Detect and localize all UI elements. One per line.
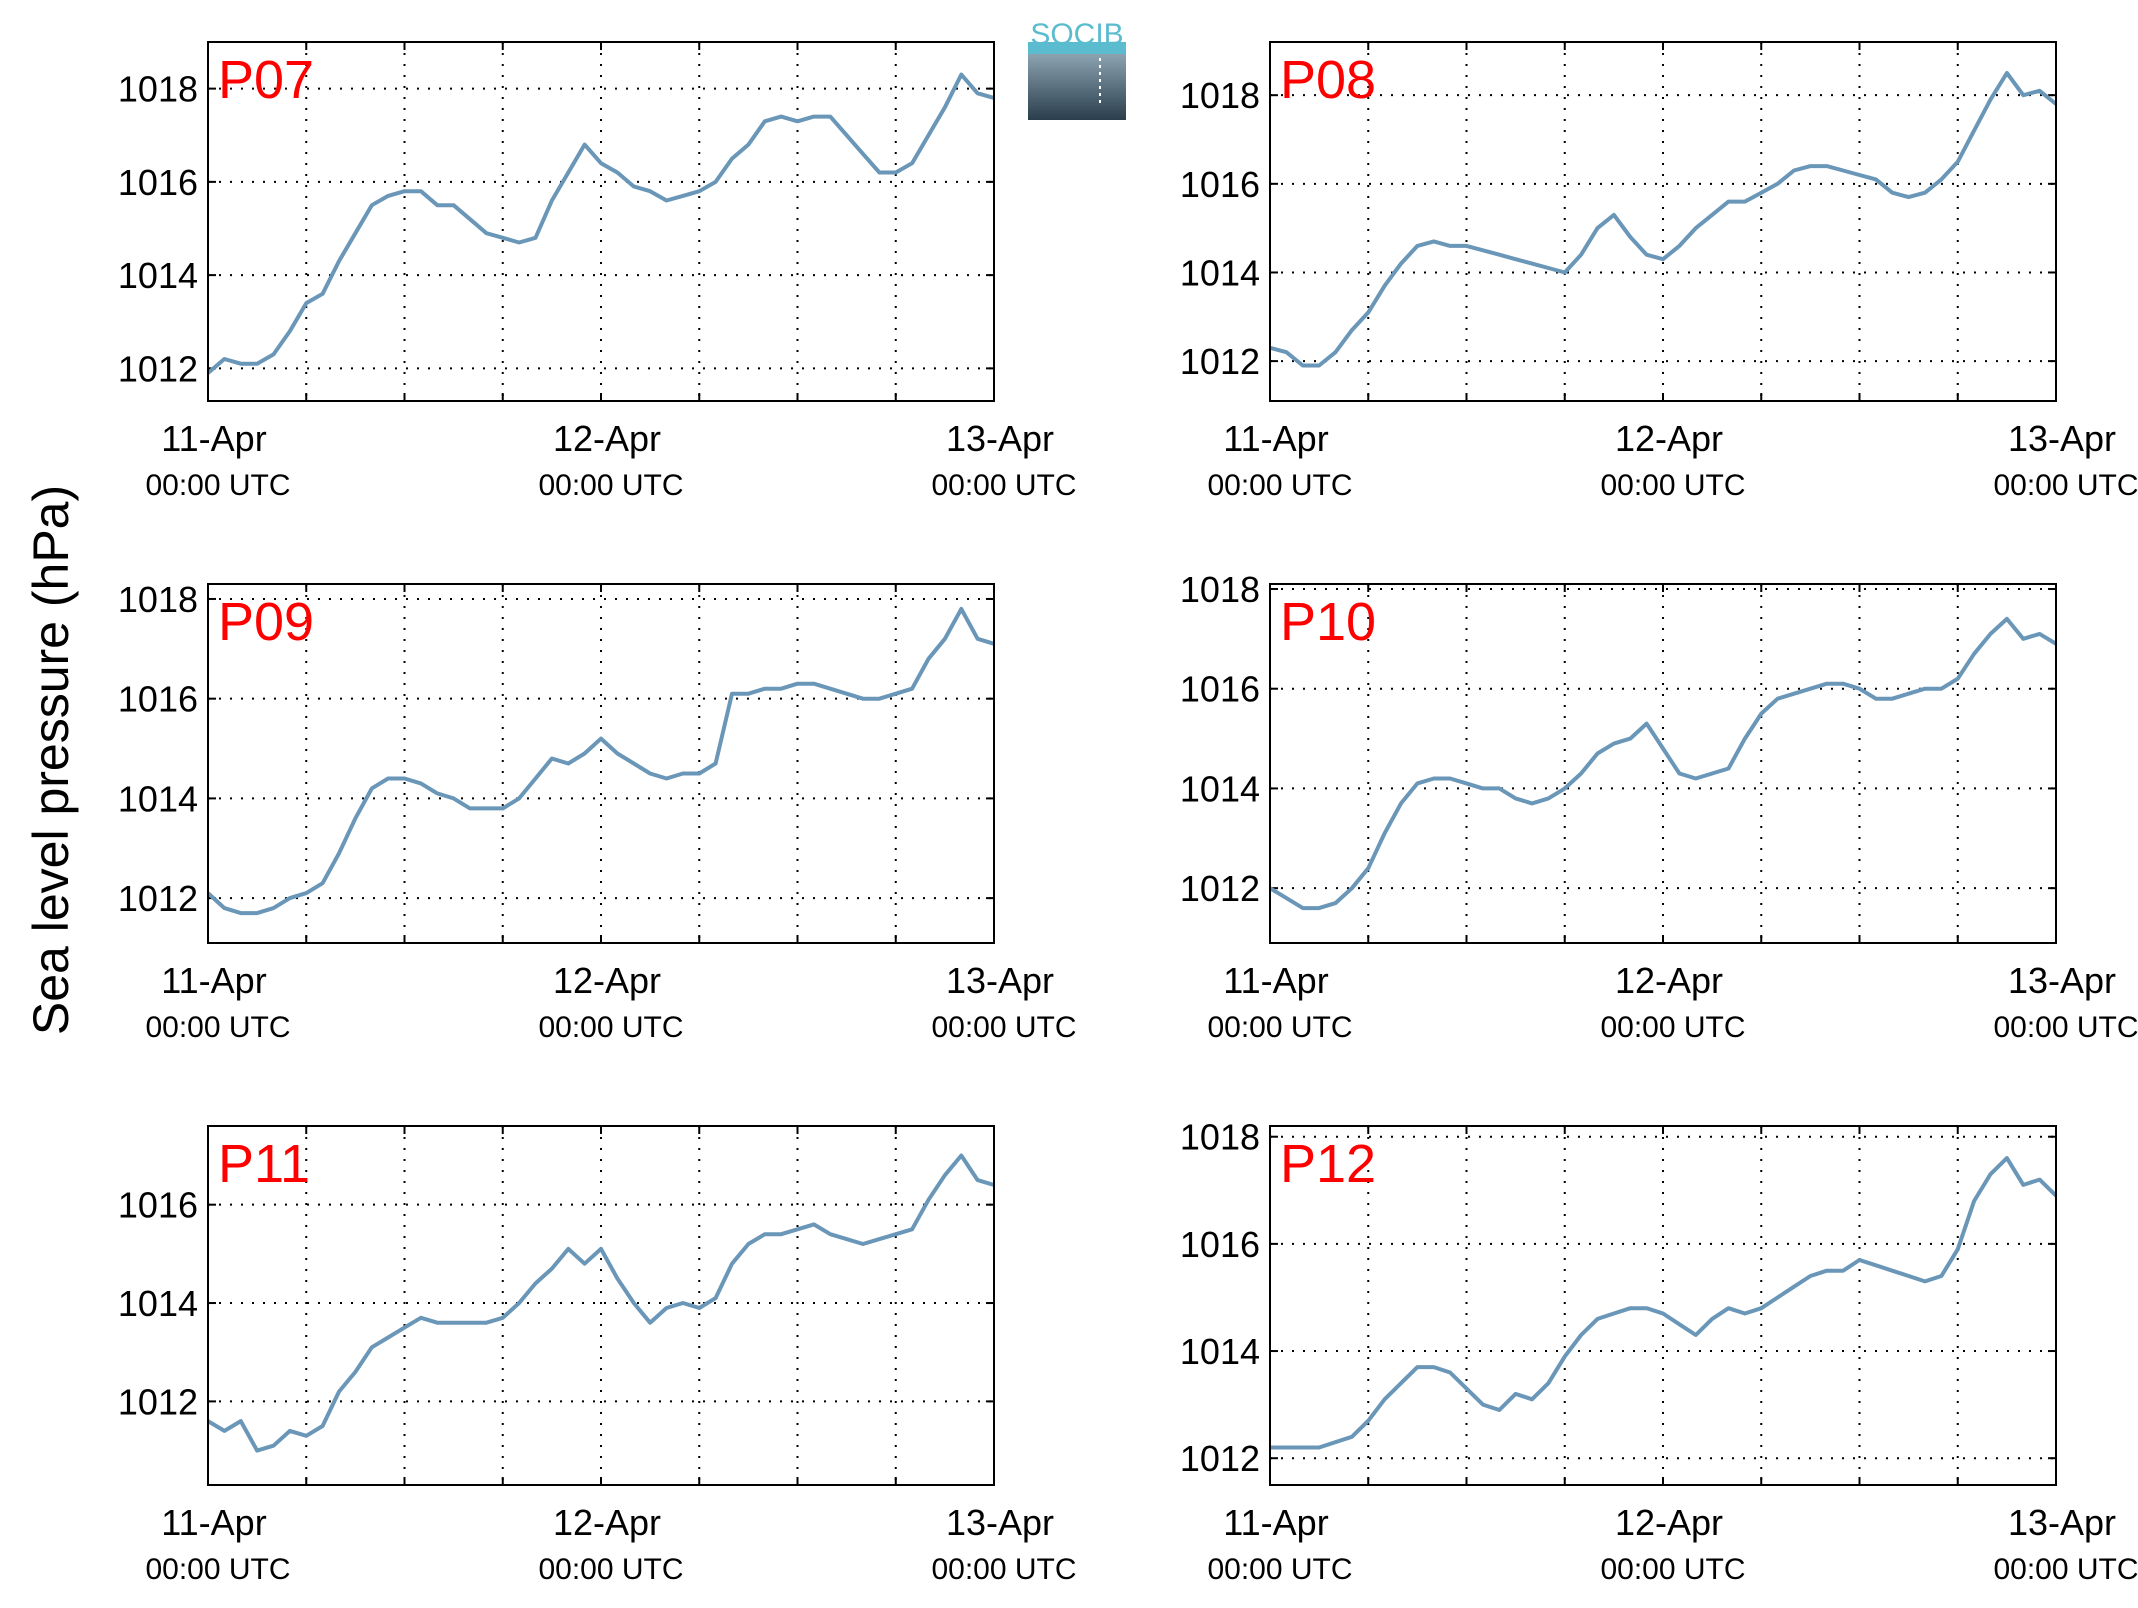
x-tick-sublabel: 00:00 UTC <box>538 469 683 502</box>
y-tick-label: 1016 <box>1180 1224 1260 1265</box>
y-tick-label: 1012 <box>118 878 198 919</box>
y-tick-label: 1012 <box>1180 868 1260 909</box>
chart-panel-p07: 1012 1014 1016 1018 11-Apr 00:00 UTC 12-Apr 00:… <box>118 41 1077 502</box>
panel-title: P10 <box>1280 592 1376 652</box>
y-tick-label: 1012 <box>1180 1438 1260 1479</box>
y-tick-label: 1018 <box>1180 1117 1260 1158</box>
x-tick-sublabel: 00:00 UTC <box>1207 469 1352 502</box>
x-tick-label: 12-Apr <box>1615 1502 1723 1543</box>
y-tick-label: 1014 <box>1180 252 1260 293</box>
y-tick-label: 1018 <box>118 579 198 620</box>
x-tick-sublabel: 00:00 UTC <box>145 469 290 502</box>
x-tick-sublabel: 00:00 UTC <box>538 1553 683 1586</box>
axes-frame <box>207 1125 995 1486</box>
x-tick-sublabel: 00:00 UTC <box>931 1011 1076 1044</box>
x-tick-label: 12-Apr <box>1615 960 1723 1001</box>
y-tick-label: 1012 <box>1180 341 1260 382</box>
series-line <box>206 1153 995 1453</box>
figure-ylabel: Sea level pressure (hPa) <box>23 485 79 1035</box>
y-tick-label: 1014 <box>1180 1331 1260 1372</box>
x-tick-label: 13-Apr <box>2008 960 2116 1001</box>
series-line <box>1270 1156 2058 1450</box>
chart-panel-p12: 1012 1014 1016 1018 11-Apr 00:00 UTC 12-Apr 00:… <box>1180 1117 2138 1586</box>
panel-title: P12 <box>1280 1134 1376 1194</box>
y-tick-label: 1014 <box>118 255 198 296</box>
x-tick-sublabel: 00:00 UTC <box>538 1011 683 1044</box>
x-tick-label: 13-Apr <box>2008 418 2116 459</box>
axes-frame <box>207 583 995 944</box>
panel-title: P07 <box>218 50 314 110</box>
x-tick-label: 12-Apr <box>553 418 661 459</box>
series-line <box>1269 71 2058 368</box>
x-tick-sublabel: 00:00 UTC <box>1993 1553 2138 1586</box>
x-tick-sublabel: 00:00 UTC <box>1207 1553 1352 1586</box>
axes-frame <box>1269 583 2057 944</box>
x-tick-label: 11-Apr <box>1223 1502 1328 1543</box>
x-tick-label: 12-Apr <box>553 1502 661 1543</box>
y-tick-label: 1016 <box>1180 669 1260 710</box>
axes-frame <box>1269 1125 2057 1486</box>
x-tick-sublabel: 00:00 UTC <box>1600 469 1745 502</box>
y-tick-label: 1016 <box>118 162 198 203</box>
y-tick-label: 1016 <box>1180 164 1260 205</box>
x-tick-sublabel: 00:00 UTC <box>1600 1553 1745 1586</box>
y-tick-label: 1018 <box>1180 569 1260 610</box>
x-tick-label: 11-Apr <box>161 960 266 1001</box>
axes-frame <box>1269 41 2057 402</box>
logo-text: SOCIB <box>1030 18 1123 51</box>
y-tick-label: 1014 <box>118 1283 198 1324</box>
y-tick-label: 1016 <box>118 679 198 720</box>
series-line <box>206 606 995 916</box>
x-tick-sublabel: 00:00 UTC <box>1600 1011 1745 1044</box>
chart-panel-p10: 1012 1014 1016 1018 11-Apr 00:00 UTC 12-Apr 00:… <box>1180 569 2138 1044</box>
y-tick-label: 1018 <box>118 69 198 110</box>
x-tick-label: 11-Apr <box>1223 418 1328 459</box>
x-tick-label: 11-Apr <box>1223 960 1328 1001</box>
panel-title: P08 <box>1280 50 1376 110</box>
axes-frame <box>207 41 995 402</box>
x-tick-label: 11-Apr <box>161 418 266 459</box>
x-tick-label: 13-Apr <box>946 960 1054 1001</box>
x-tick-label: 13-Apr <box>2008 1502 2116 1543</box>
x-tick-label: 13-Apr <box>946 418 1054 459</box>
x-tick-sublabel: 00:00 UTC <box>145 1553 290 1586</box>
y-tick-label: 1012 <box>118 348 198 389</box>
series-line <box>206 72 995 375</box>
y-tick-label: 1014 <box>118 778 198 819</box>
x-tick-sublabel: 00:00 UTC <box>931 469 1076 502</box>
y-tick-label: 1012 <box>118 1381 198 1422</box>
x-tick-sublabel: 00:00 UTC <box>1207 1011 1352 1044</box>
socib-logo: SOCIB <box>1028 18 1126 120</box>
chart-panel-p08: 1012 1014 1016 1018 11-Apr 00:00 UTC 12-Apr 00:… <box>1180 41 2138 502</box>
x-tick-sublabel: 00:00 UTC <box>145 1011 290 1044</box>
y-tick-label: 1016 <box>118 1185 198 1226</box>
series-line <box>1268 616 2058 911</box>
y-tick-label: 1014 <box>1180 768 1260 809</box>
x-tick-label: 13-Apr <box>946 1502 1054 1543</box>
x-tick-sublabel: 00:00 UTC <box>1993 469 2138 502</box>
x-tick-label: 12-Apr <box>553 960 661 1001</box>
chart-panel-p11: 1012 1014 1016 11-Apr 00:00 UTC 12-Apr 00:00 U… <box>118 1125 1077 1586</box>
chart-panel-p09: 1012 1014 1016 1018 11-Apr 00:00 UTC 12-Apr 00:… <box>118 579 1077 1044</box>
x-tick-label: 11-Apr <box>161 1502 266 1543</box>
y-tick-label: 1018 <box>1180 75 1260 116</box>
x-tick-sublabel: 00:00 UTC <box>931 1553 1076 1586</box>
x-tick-label: 12-Apr <box>1615 418 1723 459</box>
panel-title: P11 <box>218 1134 310 1194</box>
panel-title: P09 <box>218 592 314 652</box>
x-tick-sublabel: 00:00 UTC <box>1993 1011 2138 1044</box>
